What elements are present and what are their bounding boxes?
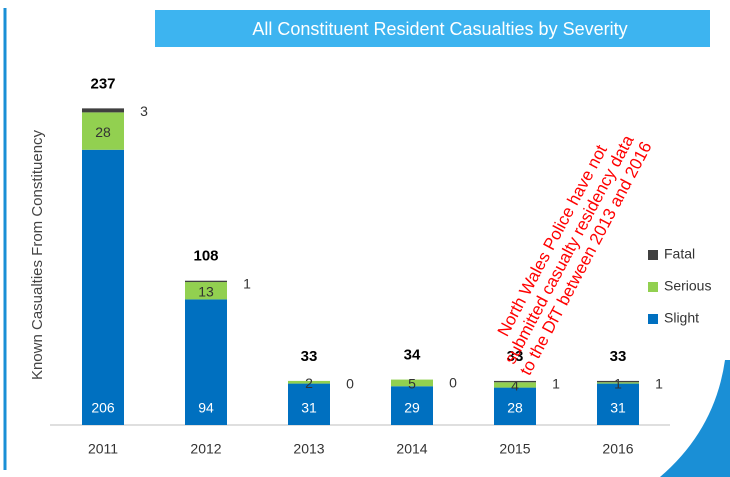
x-tick-label: 2015 — [499, 441, 530, 457]
bar-segment — [82, 108, 124, 113]
value-label: 13 — [198, 283, 214, 299]
bar-segment — [494, 380, 536, 383]
value-label: 1 — [614, 376, 622, 392]
bar-segment — [185, 282, 227, 300]
y-axis-label: Known Casualties From Constituency — [29, 129, 46, 380]
total-label: 33 — [507, 348, 524, 365]
value-label: 4 — [511, 378, 519, 394]
bar-segment — [597, 383, 639, 425]
chart-title: All Constituent Resident Casualties by S… — [252, 19, 627, 39]
legend-swatch — [648, 282, 658, 292]
value-label: 94 — [198, 400, 214, 416]
value-label: 28 — [95, 124, 111, 140]
x-tick-label: 2013 — [293, 441, 324, 457]
legend-swatch — [648, 314, 658, 324]
value-label: 0 — [346, 376, 354, 392]
total-label: 34 — [404, 347, 421, 364]
value-label: 206 — [91, 400, 115, 416]
x-tick-label: 2014 — [396, 441, 427, 457]
value-label: 1 — [243, 275, 251, 291]
total-label: 33 — [610, 348, 627, 365]
title-banner — [155, 10, 710, 47]
value-label: 28 — [507, 400, 523, 416]
bar-segment — [391, 379, 433, 387]
x-tick-label: 2016 — [602, 441, 633, 457]
value-label: 3 — [140, 103, 148, 119]
bar-segment — [288, 383, 330, 425]
bar-segment — [288, 380, 330, 384]
value-label: 1 — [552, 376, 560, 392]
bar-segment — [82, 149, 124, 425]
legend-label: Slight — [664, 310, 699, 326]
value-label: 2 — [305, 375, 313, 391]
total-label: 108 — [193, 248, 218, 265]
total-label: 237 — [90, 75, 115, 92]
legend-label: Fatal — [664, 246, 695, 262]
value-label: 0 — [449, 374, 457, 390]
corner-decoration — [660, 360, 730, 477]
x-tick-label: 2012 — [190, 441, 221, 457]
bar-segment — [185, 299, 227, 425]
value-label: 1 — [655, 376, 663, 392]
bar-segment — [597, 382, 639, 384]
value-label: 29 — [404, 400, 420, 416]
bar-segment — [391, 386, 433, 425]
legend-swatch — [648, 250, 658, 260]
bar-segment — [82, 112, 124, 150]
x-tick-label: 2011 — [88, 441, 118, 457]
value-label: 31 — [610, 400, 626, 416]
bar-segment — [494, 382, 536, 388]
bar-segment — [494, 387, 536, 425]
bar-segment — [185, 280, 227, 283]
value-label: 5 — [408, 376, 416, 392]
total-label: 33 — [301, 348, 318, 365]
bar-segment — [597, 380, 639, 383]
legend-label: Serious — [664, 278, 711, 294]
value-label: 31 — [301, 400, 317, 416]
